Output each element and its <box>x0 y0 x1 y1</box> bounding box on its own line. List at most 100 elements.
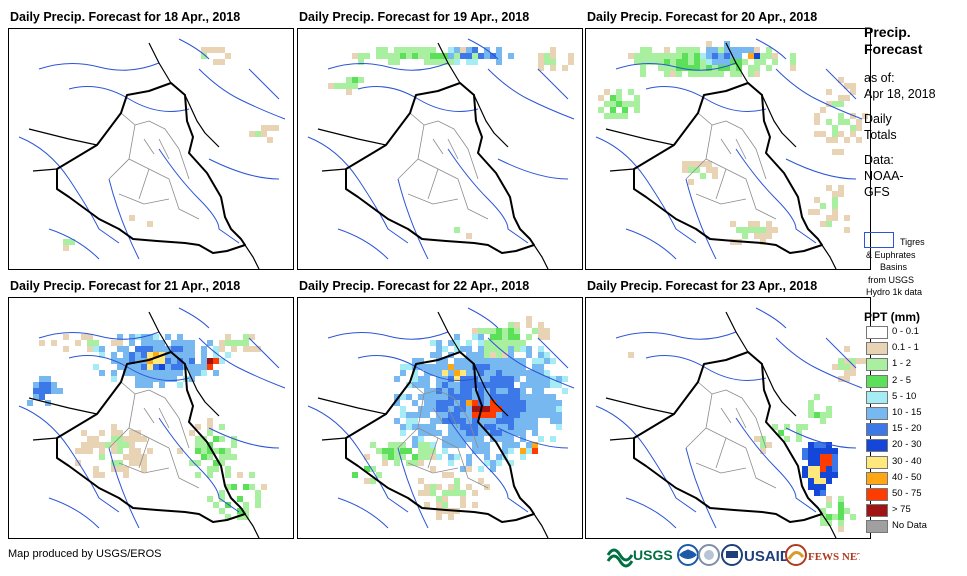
precip-cell <box>135 430 141 436</box>
precip-cell <box>448 430 454 436</box>
precip-cell <box>490 376 496 382</box>
precip-cell <box>219 460 225 466</box>
precip-cell <box>466 53 472 59</box>
precip-cell <box>472 406 478 412</box>
neighbor-borders <box>317 311 549 538</box>
precip-cell <box>508 424 514 430</box>
precip-cell <box>436 364 442 370</box>
precip-cell <box>490 400 496 406</box>
precip-cell <box>225 340 231 346</box>
legend-title-line2: Forecast <box>864 41 923 57</box>
precip-cell <box>45 376 51 382</box>
forecast-panel-apr-18: Daily Precip. Forecast for 18 Apr., 2018 <box>8 10 295 270</box>
precip-cell <box>153 334 159 340</box>
precip-cell <box>219 448 225 454</box>
precip-cell <box>99 442 105 448</box>
usaid-logo: USAID <box>721 544 791 566</box>
precip-cell <box>334 83 340 89</box>
precip-cell <box>820 454 826 460</box>
precip-cell <box>508 382 514 388</box>
precip-cell <box>556 400 562 406</box>
precip-cell <box>255 496 261 502</box>
province-boundaries <box>685 112 777 220</box>
precip-cell <box>201 442 207 448</box>
precip-cell <box>832 514 838 520</box>
precip-cell <box>508 358 514 364</box>
precip-cell <box>33 394 39 400</box>
precip-cell <box>826 520 832 526</box>
precip-cell <box>508 412 514 418</box>
precip-cell <box>688 179 694 185</box>
precip-cell <box>832 101 838 107</box>
precip-cell <box>460 388 466 394</box>
precip-cell <box>538 376 544 382</box>
precip-cell <box>117 466 123 472</box>
precip-cell <box>454 442 460 448</box>
precip-cell <box>766 53 772 59</box>
precip-cell <box>249 346 255 352</box>
precip-cell <box>646 59 652 65</box>
precip-cell <box>532 358 538 364</box>
precip-cell <box>526 394 532 400</box>
precip-cell <box>670 59 676 65</box>
precip-cell <box>267 137 273 143</box>
precip-cell <box>832 472 838 478</box>
precip-cell <box>670 71 676 77</box>
precip-cell <box>412 436 418 442</box>
precip-cell <box>466 400 472 406</box>
precip-cell <box>171 340 177 346</box>
precip-cell <box>808 478 814 484</box>
precip-cell <box>460 47 466 53</box>
precip-cell <box>478 388 484 394</box>
precip-cell <box>454 436 460 442</box>
precip-cell <box>171 346 177 352</box>
precip-cell <box>526 448 532 454</box>
precip-cell <box>394 448 400 454</box>
precip-cell <box>460 358 466 364</box>
precip-cell <box>213 358 219 364</box>
precip-cell <box>478 370 484 376</box>
precip-map <box>297 297 583 539</box>
precip-cell <box>484 340 490 346</box>
precip-cell <box>718 71 724 77</box>
precip-cell <box>376 448 382 454</box>
precip-cell <box>430 430 436 436</box>
precip-cell <box>225 514 231 520</box>
precip-cell <box>81 334 87 340</box>
precip-cells <box>628 346 868 532</box>
precip-cell <box>442 358 448 364</box>
precip-cell <box>520 424 526 430</box>
precip-cell <box>562 376 568 382</box>
precip-cell <box>478 430 484 436</box>
precip-cell <box>850 131 856 137</box>
precip-cell <box>496 352 502 358</box>
precip-cell <box>508 322 514 328</box>
ppt-legend-swatch <box>866 407 888 420</box>
precip-cell <box>616 89 622 95</box>
precip-cell <box>27 400 33 406</box>
precip-cell <box>466 352 472 358</box>
precip-cell <box>850 83 856 89</box>
precip-cell <box>153 340 159 346</box>
precip-cell <box>201 352 207 358</box>
precip-cell <box>382 53 388 59</box>
precip-cell <box>213 59 219 65</box>
precip-cell <box>538 388 544 394</box>
precip-cell <box>544 334 550 340</box>
precip-cell <box>207 364 213 370</box>
precip-cell <box>430 490 436 496</box>
precip-cell <box>544 352 550 358</box>
precip-cell <box>490 364 496 370</box>
precip-cell <box>790 53 796 59</box>
precip-cell <box>682 47 688 53</box>
precip-cell <box>454 59 460 65</box>
precip-cell <box>544 59 550 65</box>
precip-cell <box>838 149 844 155</box>
precip-cell <box>394 376 400 382</box>
precip-cell <box>808 412 814 418</box>
precip-cell <box>478 364 484 370</box>
precip-cell <box>400 53 406 59</box>
precip-cell <box>472 47 478 53</box>
precip-cell <box>712 167 718 173</box>
precip-cell <box>201 454 207 460</box>
